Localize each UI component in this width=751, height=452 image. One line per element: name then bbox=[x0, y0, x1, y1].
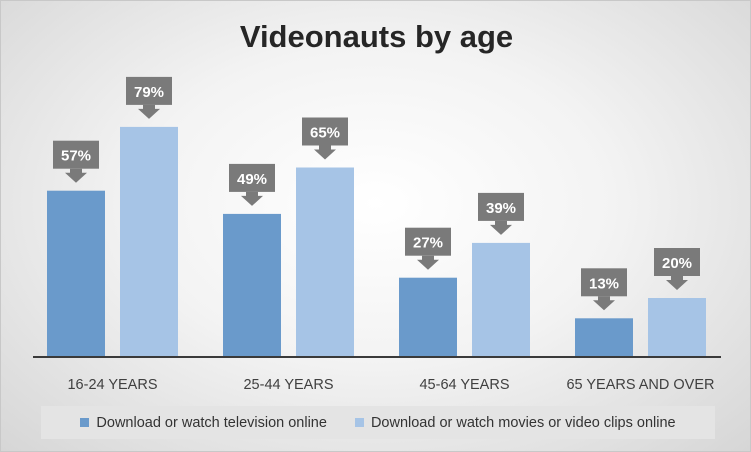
data-label-1-0: 79% bbox=[134, 84, 164, 101]
bar-0-0 bbox=[47, 190, 105, 356]
bar-1-3 bbox=[648, 298, 706, 356]
legend-swatch-television bbox=[80, 418, 90, 427]
callout-box-1-2 bbox=[478, 192, 524, 221]
data-label-1-2: 39% bbox=[486, 200, 516, 217]
bar-0-3 bbox=[575, 318, 633, 356]
data-label-0-1: 49% bbox=[237, 171, 267, 188]
callout-arrow-1-2 bbox=[490, 220, 512, 235]
x-tick-label-3: 65 YEARS AND OVER bbox=[566, 377, 714, 393]
x-tick-label-2: 45-64 YEARS bbox=[419, 377, 509, 393]
plot-area: 57% 79% 49% 65% 27% 39% 13% 20% 16-24 YEARS 25-4… bbox=[33, 76, 721, 393]
x-tick-label-0: 16-24 YEARS bbox=[67, 377, 157, 393]
bar-0-1 bbox=[223, 213, 281, 356]
data-label-1-3: 20% bbox=[662, 255, 692, 272]
bars-group: 57% 79% 49% 65% 27% 39% 13% 20% bbox=[47, 76, 706, 357]
callout-box-0-0 bbox=[53, 140, 99, 169]
callout-box-1-1 bbox=[302, 117, 348, 146]
x-tick-labels: 16-24 YEARS 25-44 YEARS 45-64 YEARS 65 YEAR… bbox=[67, 377, 714, 393]
callout-arrow-0-2 bbox=[417, 255, 439, 270]
callout-box-1-0 bbox=[126, 76, 172, 105]
legend-item-movies: Download or watch movies or video clips … bbox=[354, 414, 676, 431]
legend-swatch-movies bbox=[354, 418, 364, 427]
legend: Download or watch television online Down… bbox=[41, 406, 715, 439]
bar-1-2 bbox=[472, 242, 530, 356]
data-label-0-0: 57% bbox=[61, 148, 91, 165]
data-label-0-3: 13% bbox=[589, 275, 619, 292]
data-label-1-1: 65% bbox=[310, 125, 340, 142]
callout-arrow-1-0 bbox=[138, 104, 160, 119]
legend-label-television: Download or watch television online bbox=[96, 414, 327, 431]
bar-1-1 bbox=[296, 167, 354, 356]
callout-box-0-3 bbox=[581, 268, 627, 297]
callout-arrow-0-3 bbox=[593, 296, 615, 311]
chart-title: Videonauts by age bbox=[239, 19, 514, 54]
callout-arrow-1-1 bbox=[314, 145, 336, 160]
callout-box-0-2 bbox=[405, 227, 451, 256]
bar-1-0 bbox=[120, 126, 178, 357]
callout-box-0-1 bbox=[229, 163, 275, 192]
bar-0-2 bbox=[399, 277, 457, 356]
callout-arrow-0-1 bbox=[241, 191, 263, 206]
data-label-0-2: 27% bbox=[413, 235, 443, 252]
callout-arrow-0-0 bbox=[65, 168, 87, 183]
legend-item-television: Download or watch television online bbox=[80, 415, 327, 431]
callout-arrow-1-3 bbox=[666, 276, 688, 290]
x-tick-label-1: 25-44 YEARS bbox=[243, 377, 333, 393]
legend-label-movies: Download or watch movies or video clips … bbox=[370, 414, 676, 431]
callout-box-1-3 bbox=[654, 248, 700, 276]
